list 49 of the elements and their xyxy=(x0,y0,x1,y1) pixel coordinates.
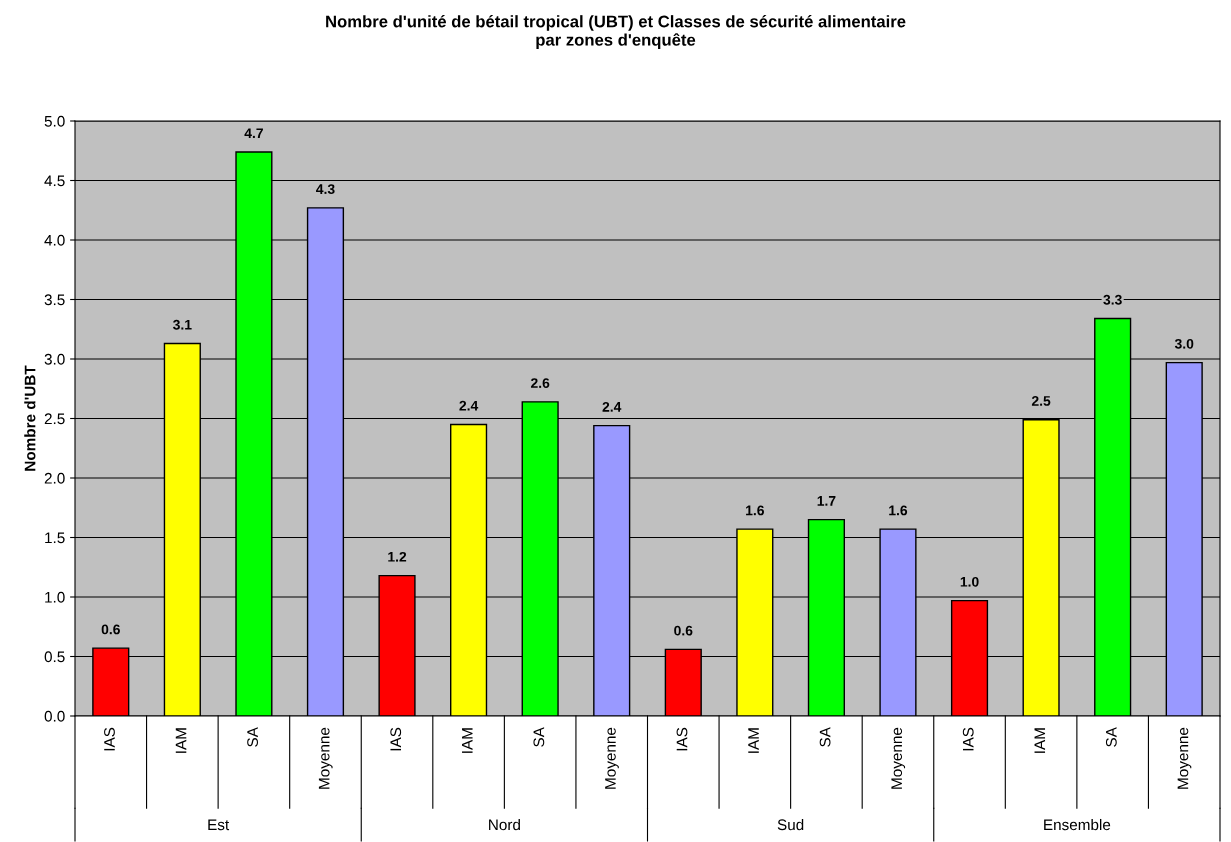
x-tick-label: IAS xyxy=(390,727,402,751)
text: Sud xyxy=(777,818,804,831)
y-tick-label: 4.0 xyxy=(44,234,65,246)
y-tick-label: 2.0 xyxy=(44,472,65,484)
data-label: 3.3 xyxy=(1103,294,1122,305)
data-label: 0.6 xyxy=(101,624,120,635)
data-label: 3.1 xyxy=(173,319,192,330)
text: Est xyxy=(208,819,230,831)
y-tick-label: 4.5 xyxy=(44,175,65,187)
x-tick-label: IAM xyxy=(462,728,473,753)
x-tick-label: IAM xyxy=(1034,728,1046,753)
data-label: 1.7 xyxy=(817,496,836,506)
data-label: 2.6 xyxy=(530,378,550,388)
data-label: 2.5 xyxy=(1031,396,1051,406)
y-tick-label: 5.0 xyxy=(44,115,65,127)
x-tick-label: SA xyxy=(533,727,545,747)
data-label: 1.0 xyxy=(960,576,979,587)
x-tick-label: Moyenne xyxy=(605,727,619,789)
text: Nord xyxy=(489,818,520,831)
x-tick-label: Moyenne xyxy=(1177,727,1192,789)
x-tick-label: IAM xyxy=(175,728,187,753)
x-tick-label: IAS xyxy=(676,727,688,751)
x-tick-label: Moyenne xyxy=(891,727,906,789)
y-tick-label: 2.5 xyxy=(44,413,65,425)
y-tick-label: 3.0 xyxy=(44,353,65,365)
data-label: 0.6 xyxy=(674,625,693,636)
y-tick-label: 0.5 xyxy=(44,651,65,663)
x-tick-label: SA xyxy=(819,727,831,747)
x-tick-label: Moyenne xyxy=(318,727,333,789)
y-tick-label: 1.5 xyxy=(45,532,65,544)
data-label: 4.3 xyxy=(316,184,335,195)
y-axis-title: Nombre d'UBT xyxy=(24,365,36,471)
y-tick-label: 1.0 xyxy=(45,591,65,603)
data-label: 2.4 xyxy=(602,401,622,412)
data-label: 1.6 xyxy=(746,505,764,516)
data-label: 1.2 xyxy=(388,551,407,562)
chart-title: Nombre d'unité de bétail tropical (UBT) et Classes de sécurité alimentaire par zones d'enquête xyxy=(326,15,906,50)
x-tick-label: IAS xyxy=(104,727,115,751)
x-tick-label: SA xyxy=(247,727,259,747)
x-tick-label: IAS xyxy=(962,727,974,751)
x-tick-label: SA xyxy=(1105,727,1117,747)
data-label: 1.6 xyxy=(889,505,908,516)
y-tick-label: 3.5 xyxy=(44,294,65,306)
text: Ensemble xyxy=(1044,818,1111,831)
data-label: 3.0 xyxy=(1174,338,1194,349)
data-label: 4.7 xyxy=(244,128,263,138)
x-tick-label: IAM xyxy=(748,728,759,753)
data-label: 2.4 xyxy=(459,400,479,411)
y-tick-label: 0.0 xyxy=(44,710,65,722)
